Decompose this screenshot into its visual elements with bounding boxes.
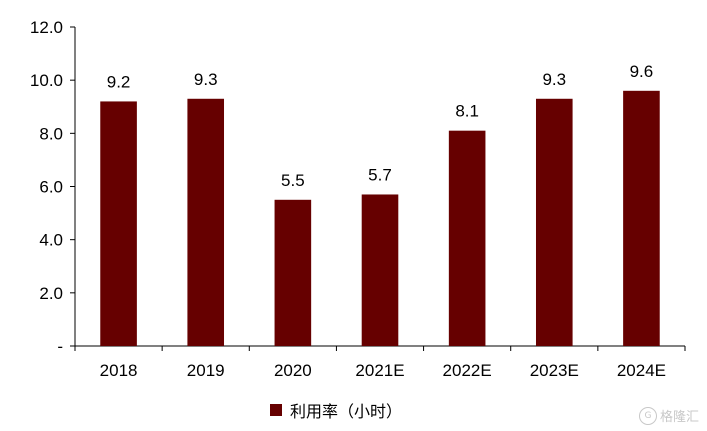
data-label: 5.7 [368,165,392,184]
bar [623,90,660,346]
data-label: 9.3 [542,70,566,89]
x-tick-label: 2022E [443,361,492,380]
y-tick-label: 6.0 [39,178,63,197]
x-tick-label: 2021E [355,361,404,380]
watermark-logo-icon: G [638,406,657,425]
y-tick-label: 12.0 [30,18,63,37]
y-tick-label: 8.0 [39,124,63,143]
watermark-text: 格隆汇 [659,410,699,425]
x-tick-label: 2020 [274,361,312,380]
y-tick-label: 2.0 [39,284,63,303]
watermark: G 格隆汇 [638,406,699,425]
x-tick-label: 2023E [530,361,579,380]
bars [100,90,660,347]
legend: 利用率（小时） [270,398,402,422]
data-label: 9.3 [194,70,218,89]
y-tick-label: - [57,337,63,356]
legend-label: 利用率（小时） [290,402,403,421]
x-tick-label: 2019 [187,361,225,380]
bar [274,199,312,346]
x-tick-label: 2024E [617,361,666,380]
y-axis: - 2.0 4.0 6.0 8.0 10.0 12.0 [30,18,76,356]
bar [448,130,486,346]
data-label: 8.1 [455,102,479,121]
data-label: 5.5 [281,171,305,190]
bar [187,98,225,347]
x-tick-label: 2018 [100,361,138,380]
bar [100,101,137,346]
legend-swatch [270,404,282,416]
bar [361,194,399,346]
y-tick-label: 4.0 [39,231,63,250]
data-labels: 9.2 9.3 5.5 5.7 8.1 9.3 9.6 [107,62,653,190]
y-tick-label: 10.0 [30,71,63,90]
data-label: 9.6 [630,62,654,81]
data-label: 9.2 [107,72,131,91]
x-axis: 2018 2019 2020 2021E 2022E 2023E 2024E [74,345,686,380]
bar [535,98,573,347]
